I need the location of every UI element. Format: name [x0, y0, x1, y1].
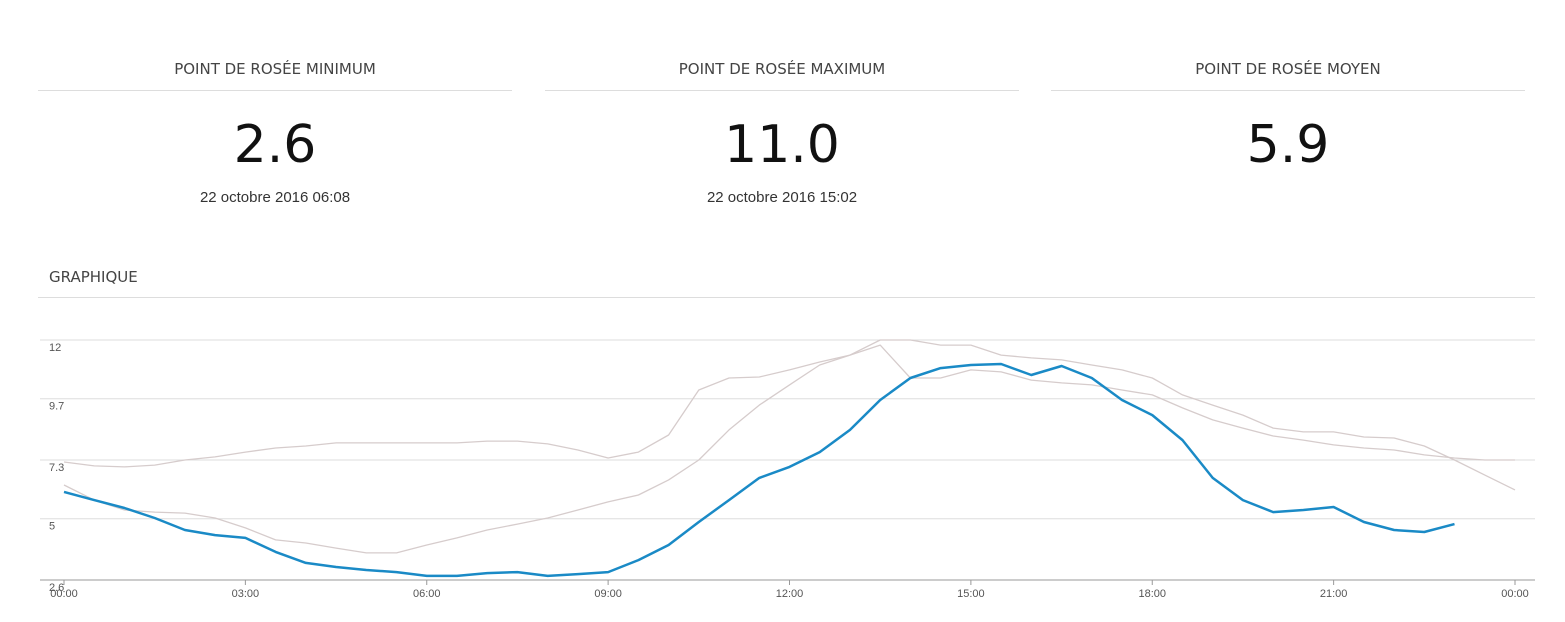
- y-tick-label: 9.7: [49, 401, 64, 413]
- stat-label: POINT DE ROSÉE MAXIMUM: [678, 60, 886, 78]
- stat-value: 2.6: [233, 115, 317, 175]
- y-tick-label: 12: [49, 342, 61, 354]
- divider: [38, 297, 1535, 298]
- x-tick-label: 15:00: [957, 588, 985, 600]
- divider: [38, 90, 512, 91]
- data-line: [63, 362, 1455, 578]
- stat-value: 5.9: [1246, 115, 1330, 175]
- x-tick-label: 18:00: [1138, 588, 1166, 600]
- y-tick-label: 7.3: [49, 462, 64, 474]
- stat-date: 22 octobre 2016 06:08: [199, 189, 351, 206]
- section-title: GRAPHIQUE: [49, 268, 138, 286]
- data-line: [63, 344, 1515, 554]
- stat-value: 11.0: [724, 115, 840, 175]
- stat-label: POINT DE ROSÉE MOYEN: [1195, 60, 1381, 78]
- x-tick-label: 00:00: [50, 588, 78, 600]
- x-tick-label: 12:00: [776, 588, 804, 600]
- data-line: [63, 339, 1516, 491]
- stat-date: 22 octobre 2016 15:02: [706, 189, 858, 206]
- x-tick-label: 21:00: [1320, 588, 1348, 600]
- x-tick-label: 09:00: [594, 588, 622, 600]
- x-tick-label: 00:00: [1501, 588, 1529, 600]
- y-tick-label: 5: [49, 521, 55, 533]
- x-tick-label: 03:00: [232, 588, 260, 600]
- divider: [1051, 90, 1525, 91]
- x-tick-label: 06:00: [413, 588, 441, 600]
- y-tick-label: 2.6: [49, 582, 64, 594]
- divider: [545, 90, 1019, 91]
- stat-label: POINT DE ROSÉE MINIMUM: [174, 60, 376, 78]
